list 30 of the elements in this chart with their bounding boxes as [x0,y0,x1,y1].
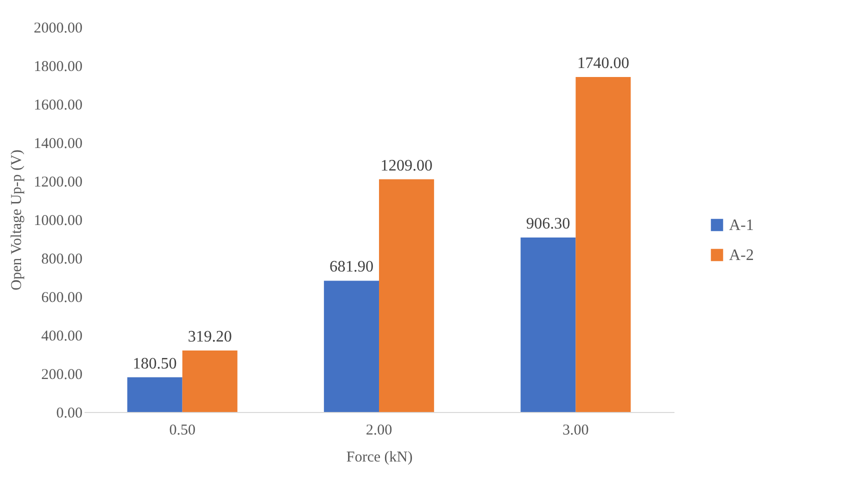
y-tick-label: 400.00 [41,328,82,344]
legend-label: A-1 [729,217,754,234]
y-axis-title: Open Voltage Up-p (V) [8,150,25,290]
data-label: 681.90 [329,258,374,276]
y-tick-label: 1000.00 [34,213,82,229]
y-tick-label: 800.00 [41,252,82,268]
data-label: 1209.00 [380,157,433,174]
data-label: 319.20 [188,328,232,346]
y-tick-label: 0.00 [56,406,82,422]
y-tick-label: 600.00 [41,290,82,306]
bar [127,377,182,412]
data-label: 1740.00 [577,55,630,72]
x-tick-label: 2.00 [366,422,392,438]
x-tick-label: 3.00 [562,422,589,438]
y-tick-label: 1600.00 [34,98,82,114]
x-axis-title: Force (kN) [346,450,413,466]
data-label: 906.30 [526,216,570,233]
bar [324,280,379,412]
y-tick-label: 2000.00 [34,20,82,36]
bar [576,77,631,412]
bar [520,238,576,412]
y-tick-label: 1400.00 [34,136,82,152]
y-tick-label: 1200.00 [34,174,82,190]
data-label: 180.50 [132,355,177,372]
y-tick-label: 200.00 [41,367,82,383]
bar [379,179,434,412]
bar [182,350,238,412]
y-tick-label: 1800.00 [34,59,82,75]
x-tick-label: 0.50 [169,422,196,438]
legend-label: A-2 [729,247,754,264]
